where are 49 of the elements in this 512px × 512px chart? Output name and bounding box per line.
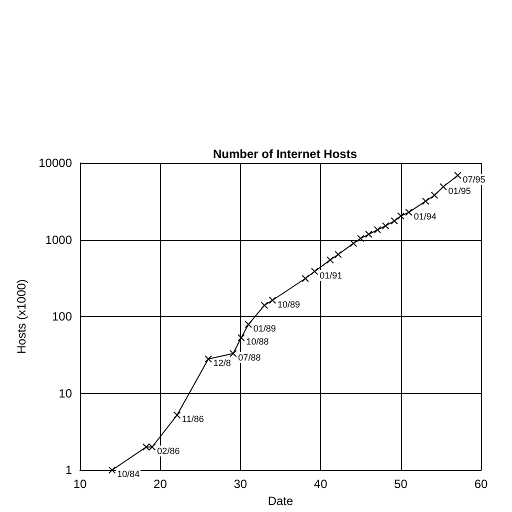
annotation: 10/89 (277, 299, 300, 310)
x-tick-label: 40 (314, 477, 328, 492)
annotation: 11/86 (182, 414, 204, 424)
point (260, 302, 268, 309)
point (365, 230, 372, 238)
annotation: 07/88 (238, 352, 261, 363)
point (390, 217, 398, 224)
point (334, 250, 342, 258)
point (204, 355, 212, 362)
annotation: 01/95 (448, 186, 471, 196)
point (244, 320, 252, 328)
x-tick-label: 50 (394, 477, 408, 492)
point (382, 222, 390, 230)
point (174, 412, 181, 419)
x-tick-label: 10 (73, 477, 87, 492)
point (350, 240, 357, 247)
x-tick-label: 20 (154, 477, 168, 492)
annotation: 10/88 (246, 336, 269, 347)
point (230, 350, 237, 358)
annotation: 12/8 (213, 358, 231, 368)
point (374, 226, 382, 234)
y-tick-label: 1 (65, 463, 72, 478)
x-axis-title: Date (268, 494, 294, 508)
chart-title: Number of Internet Hosts (212, 147, 358, 161)
y-tick-label: 100 (52, 310, 72, 324)
x-tick-label: 60 (474, 477, 488, 492)
point (108, 466, 116, 474)
annotation: 01/89 (253, 323, 276, 334)
point (142, 443, 150, 450)
point (311, 268, 318, 275)
point (238, 334, 245, 342)
y-tick-label: 1000 (45, 232, 72, 247)
annotation: 10/84 (117, 469, 140, 480)
point (454, 172, 462, 179)
annotation: 02/86 (157, 446, 180, 456)
x-tick-label: 30 (234, 477, 248, 492)
y-tick-label: 10 (58, 386, 72, 400)
point (326, 256, 334, 264)
point (440, 183, 447, 190)
annotation: 07/95 (462, 174, 486, 184)
annotation: 01/91 (320, 270, 342, 280)
point (405, 208, 412, 216)
y-axis-title: Hosts (x1000) (14, 279, 29, 354)
point (302, 275, 309, 282)
point (422, 198, 430, 205)
annotation: 01/94 (414, 211, 436, 222)
point (357, 234, 364, 242)
point (148, 443, 156, 450)
y-tick-label: 10000 (38, 156, 72, 170)
